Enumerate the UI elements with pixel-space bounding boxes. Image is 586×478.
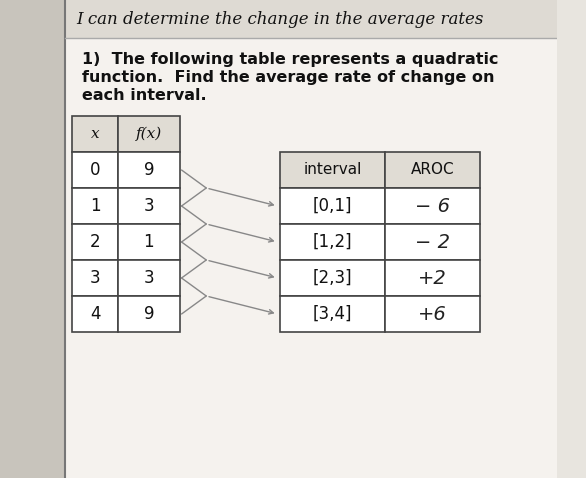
Text: 1)  The following table represents a quadratic: 1) The following table represents a quad… [81,52,498,67]
Text: [2,3]: [2,3] [313,269,353,287]
Text: 3: 3 [90,269,100,287]
Bar [118,296,180,332]
Text: [0,1]: [0,1] [313,197,352,215]
Bar [118,224,180,260]
Text: 3: 3 [144,269,154,287]
Bar [281,260,385,296]
Bar [281,152,385,188]
Bar [72,152,118,188]
Bar [64,0,557,478]
Bar [72,224,118,260]
Text: I can determine the change in the average rates: I can determine the change in the averag… [76,11,483,28]
Bar [72,260,118,296]
Bar [281,224,385,260]
Text: 1: 1 [144,233,154,251]
Bar [281,188,385,224]
Text: each interval.: each interval. [81,88,206,103]
Text: − 6: − 6 [415,196,450,216]
Bar [385,296,480,332]
Bar [72,296,118,332]
Bar [385,152,480,188]
Text: interval: interval [304,163,362,177]
Bar [385,260,480,296]
Text: 2: 2 [90,233,100,251]
Text: AROC: AROC [411,163,454,177]
Text: x: x [91,127,100,141]
Text: +2: +2 [418,269,447,287]
Text: 4: 4 [90,305,100,323]
Bar [0,0,64,478]
Text: [1,2]: [1,2] [313,233,353,251]
Bar [385,188,480,224]
Bar [118,116,180,152]
Bar [64,0,557,38]
Bar [118,260,180,296]
Bar [72,116,118,152]
Text: 9: 9 [144,305,154,323]
Text: [3,4]: [3,4] [313,305,352,323]
Text: 0: 0 [90,161,100,179]
Text: 1: 1 [90,197,100,215]
Text: +6: +6 [418,304,447,324]
Bar [118,152,180,188]
Bar [118,188,180,224]
Text: f(x): f(x) [135,127,162,141]
Bar [72,188,118,224]
Bar [281,296,385,332]
Text: 9: 9 [144,161,154,179]
Bar [385,224,480,260]
Text: function.  Find the average rate of change on: function. Find the average rate of chang… [81,70,494,85]
Text: − 2: − 2 [415,232,450,251]
Text: 3: 3 [144,197,154,215]
